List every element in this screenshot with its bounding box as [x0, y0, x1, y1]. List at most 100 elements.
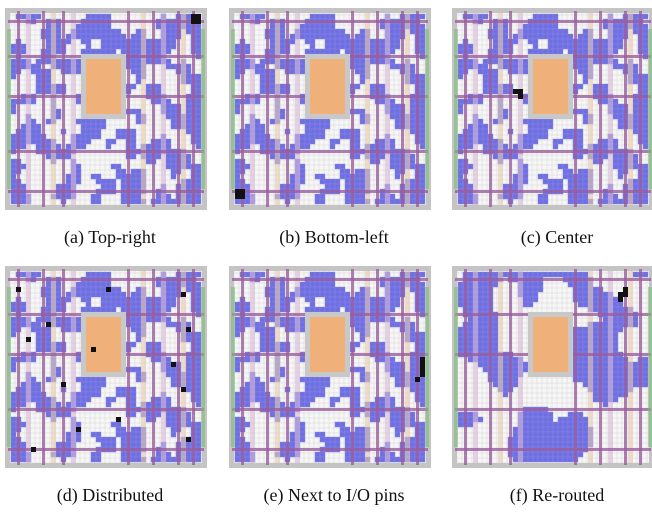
used-cell	[395, 297, 400, 302]
used-cell	[31, 14, 36, 19]
used-cell	[310, 392, 315, 397]
used-cell	[533, 39, 538, 44]
used-cell	[21, 59, 26, 64]
used-cell	[255, 129, 260, 134]
used-cell	[523, 24, 528, 29]
used-cell	[46, 282, 51, 287]
used-cell	[618, 119, 623, 124]
used-cell	[360, 457, 365, 462]
used-cell	[91, 49, 96, 54]
used-cell	[136, 367, 141, 372]
used-cell	[340, 432, 345, 437]
used-cell	[325, 377, 330, 382]
v-channel	[489, 11, 492, 207]
used-cell	[255, 392, 260, 397]
used-cell	[370, 49, 375, 54]
used-cell	[503, 89, 508, 94]
used-cell	[613, 49, 618, 54]
used-cell	[186, 322, 191, 327]
used-cell	[166, 422, 171, 427]
used-cell	[360, 322, 365, 327]
used-cell	[280, 402, 285, 407]
used-cell	[395, 322, 400, 327]
used-cell	[468, 342, 473, 347]
used-cell	[235, 169, 240, 174]
used-cell	[111, 437, 116, 442]
used-cell	[196, 372, 201, 377]
used-cell	[523, 417, 528, 422]
used-cell	[96, 452, 101, 457]
used-cell	[255, 14, 260, 19]
v-channel	[351, 269, 354, 465]
marker	[186, 327, 191, 332]
used-cell	[325, 437, 330, 442]
used-cell	[156, 412, 161, 417]
used-cell	[468, 14, 473, 19]
used-cell	[503, 377, 508, 382]
used-cell	[330, 44, 335, 49]
used-cell	[583, 179, 588, 184]
used-cell	[255, 327, 260, 332]
used-cell	[196, 169, 201, 174]
used-cell	[101, 179, 106, 184]
used-cell	[11, 402, 16, 407]
used-cell	[186, 104, 191, 109]
used-cell	[603, 194, 608, 199]
used-cell	[380, 39, 385, 44]
v-channel	[351, 11, 354, 207]
used-cell	[458, 159, 463, 164]
used-cell	[101, 272, 106, 277]
used-cell	[458, 44, 463, 49]
used-cell	[390, 397, 395, 402]
used-cell	[420, 292, 425, 297]
column-strip	[498, 13, 503, 205]
used-cell	[310, 272, 315, 277]
used-cell	[196, 307, 201, 312]
column-strip	[608, 13, 613, 205]
used-cell	[420, 79, 425, 84]
used-cell	[523, 362, 528, 367]
used-cell	[370, 417, 375, 422]
used-cell	[300, 24, 305, 29]
used-cell	[528, 129, 533, 134]
used-cell	[340, 169, 345, 174]
used-cell	[186, 109, 191, 114]
used-cell	[305, 119, 310, 124]
used-cell	[340, 427, 345, 432]
used-cell	[335, 184, 340, 189]
used-cell	[593, 357, 598, 362]
used-cell	[235, 432, 240, 437]
used-cell	[96, 282, 101, 287]
used-cell	[270, 49, 275, 54]
used-cell	[46, 49, 51, 54]
column-strip	[141, 13, 146, 205]
io-left	[231, 29, 235, 189]
used-cell	[410, 382, 415, 387]
used-cell	[493, 342, 498, 347]
used-cell	[340, 387, 345, 392]
used-cell	[538, 194, 543, 199]
used-cell	[603, 342, 608, 347]
used-cell	[76, 357, 81, 362]
v-channel	[464, 11, 467, 207]
used-cell	[121, 44, 126, 49]
used-cell	[186, 287, 191, 292]
used-cell	[101, 442, 106, 447]
used-cell	[245, 272, 250, 277]
used-cell	[538, 432, 543, 437]
used-cell	[330, 49, 335, 54]
used-cell	[390, 322, 395, 327]
h-channel	[8, 20, 204, 23]
used-cell	[116, 134, 121, 139]
used-cell	[355, 134, 360, 139]
used-cell	[633, 179, 638, 184]
used-cell	[603, 367, 608, 372]
used-cell	[280, 307, 285, 312]
used-cell	[86, 397, 91, 402]
used-cell	[360, 74, 365, 79]
used-cell	[410, 119, 415, 124]
used-cell	[538, 14, 543, 19]
used-cell	[390, 104, 395, 109]
used-cell	[310, 297, 315, 302]
used-cell	[270, 307, 275, 312]
